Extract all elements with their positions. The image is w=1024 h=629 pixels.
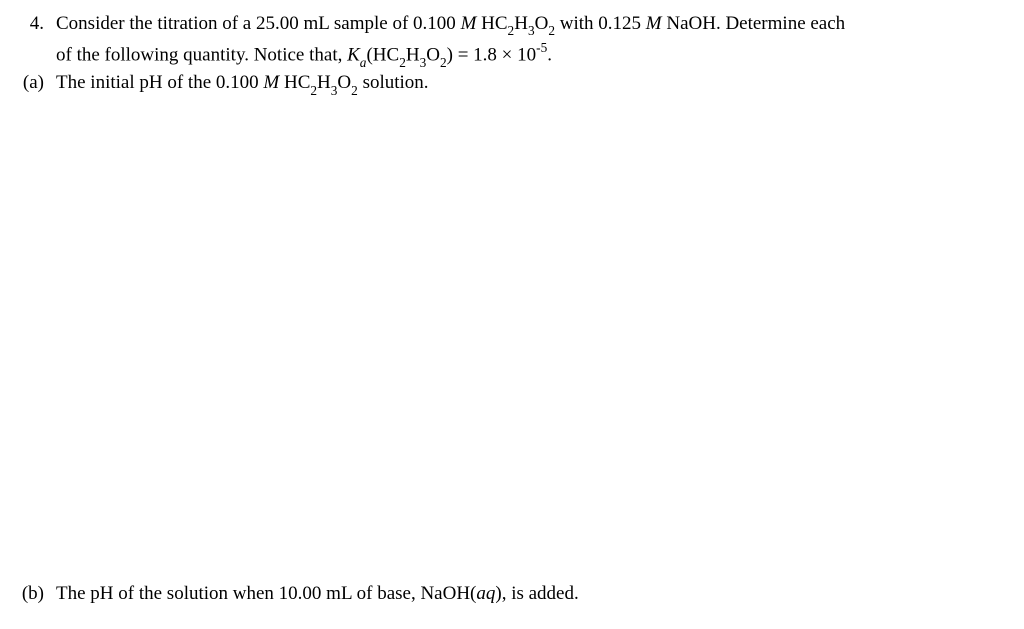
text-fragment: ), is added. (495, 583, 578, 604)
text-fragment: NaOH. Determine each (662, 13, 846, 34)
text-fragment: HC (279, 72, 310, 93)
text-fragment: Consider the titration of a 25.00 mL sam… (56, 13, 461, 34)
text-fragment: HC (476, 13, 507, 34)
problem-line-1: 4. Consider the titration of a 25.00 mL … (20, 12, 1004, 38)
problem-number: 4. (20, 12, 56, 37)
text-fragment: O (426, 44, 440, 65)
text-fragment: O (535, 13, 549, 34)
text-fragment: The initial pH of the 0.100 (56, 72, 263, 93)
text-fragment: of the following quantity. Notice that, (56, 44, 347, 65)
subscript: 2 (351, 83, 358, 98)
molarity-symbol: M (646, 13, 662, 34)
text-fragment: . (547, 44, 552, 65)
part-b-container: (b) The pH of the solution when 10.00 mL… (20, 582, 1004, 609)
part-b-label: (b) (20, 582, 56, 607)
molarity-symbol: M (263, 72, 279, 93)
ka-subscript: a (360, 55, 367, 70)
superscript: -5 (536, 40, 547, 55)
text-fragment: The pH of the solution when 10.00 mL of … (56, 583, 476, 604)
subscript: 2 (399, 55, 406, 70)
subscript: 3 (420, 55, 427, 70)
part-b-line: (b) The pH of the solution when 10.00 mL… (20, 582, 1004, 607)
text-fragment: (HC (366, 44, 399, 65)
text-fragment: H (514, 13, 528, 34)
part-b-text: The pH of the solution when 10.00 mL of … (56, 582, 1004, 607)
ka-symbol: K (347, 44, 360, 65)
aq-symbol: aq (476, 583, 495, 604)
subscript: 2 (310, 83, 317, 98)
text-fragment: ) = 1.8 × 10 (447, 44, 537, 65)
problem-text-line-2: of the following quantity. Notice that, … (56, 40, 1004, 69)
subscript: 3 (331, 83, 338, 98)
subscript: 2 (508, 23, 515, 38)
text-fragment: solution. (358, 72, 429, 93)
part-a-line: (a) The initial pH of the 0.100 M HC2H3O… (20, 71, 1004, 97)
subscript: 3 (528, 23, 535, 38)
subscript: 2 (548, 23, 555, 38)
text-fragment: with 0.125 (555, 13, 646, 34)
text-fragment: O (337, 72, 351, 93)
subscript: 2 (440, 55, 447, 70)
part-a-label: (a) (20, 71, 56, 96)
text-fragment: H (406, 44, 420, 65)
text-fragment: H (317, 72, 331, 93)
problem-text-line-1: Consider the titration of a 25.00 mL sam… (56, 12, 1004, 38)
problem-line-2: of the following quantity. Notice that, … (20, 40, 1004, 69)
molarity-symbol: M (461, 13, 477, 34)
part-a-text: The initial pH of the 0.100 M HC2H3O2 so… (56, 71, 1004, 97)
